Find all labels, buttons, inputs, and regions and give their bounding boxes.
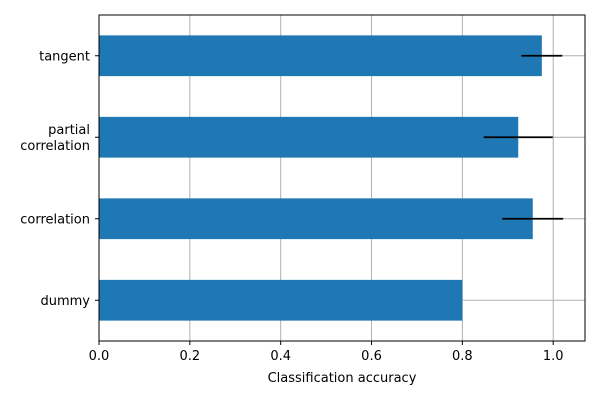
x-axis-label: Classification accuracy: [268, 371, 417, 386]
y-axis-ticks: dummy correlation partial correlation tangen…: [20, 49, 99, 309]
y-tick-label: correlation: [20, 212, 90, 227]
bar-dummy: [99, 279, 463, 321]
bar-tangent: [99, 35, 542, 77]
x-tick-label: 1.0: [543, 349, 564, 364]
error-bars: [483, 54, 564, 220]
x-tick-label: 0.8: [452, 349, 473, 364]
bar-correlation: [99, 198, 533, 240]
x-tick-label: 0.2: [179, 349, 200, 364]
y-tick-label: dummy: [40, 294, 90, 309]
plot-frame: [98, 14, 586, 342]
x-tick-label: 0.6: [361, 349, 382, 364]
bar-partial-correlation: [99, 116, 519, 158]
x-tick-label: 0.4: [270, 349, 291, 364]
x-axis-ticks: 0.0 0.2 0.4 0.6 0.8 1.0: [89, 341, 564, 364]
y-tick-label: partial correlation: [20, 123, 90, 154]
y-tick-label: tangent: [39, 49, 90, 64]
bars: [99, 35, 542, 321]
x-tick-label: 0.0: [89, 349, 110, 364]
